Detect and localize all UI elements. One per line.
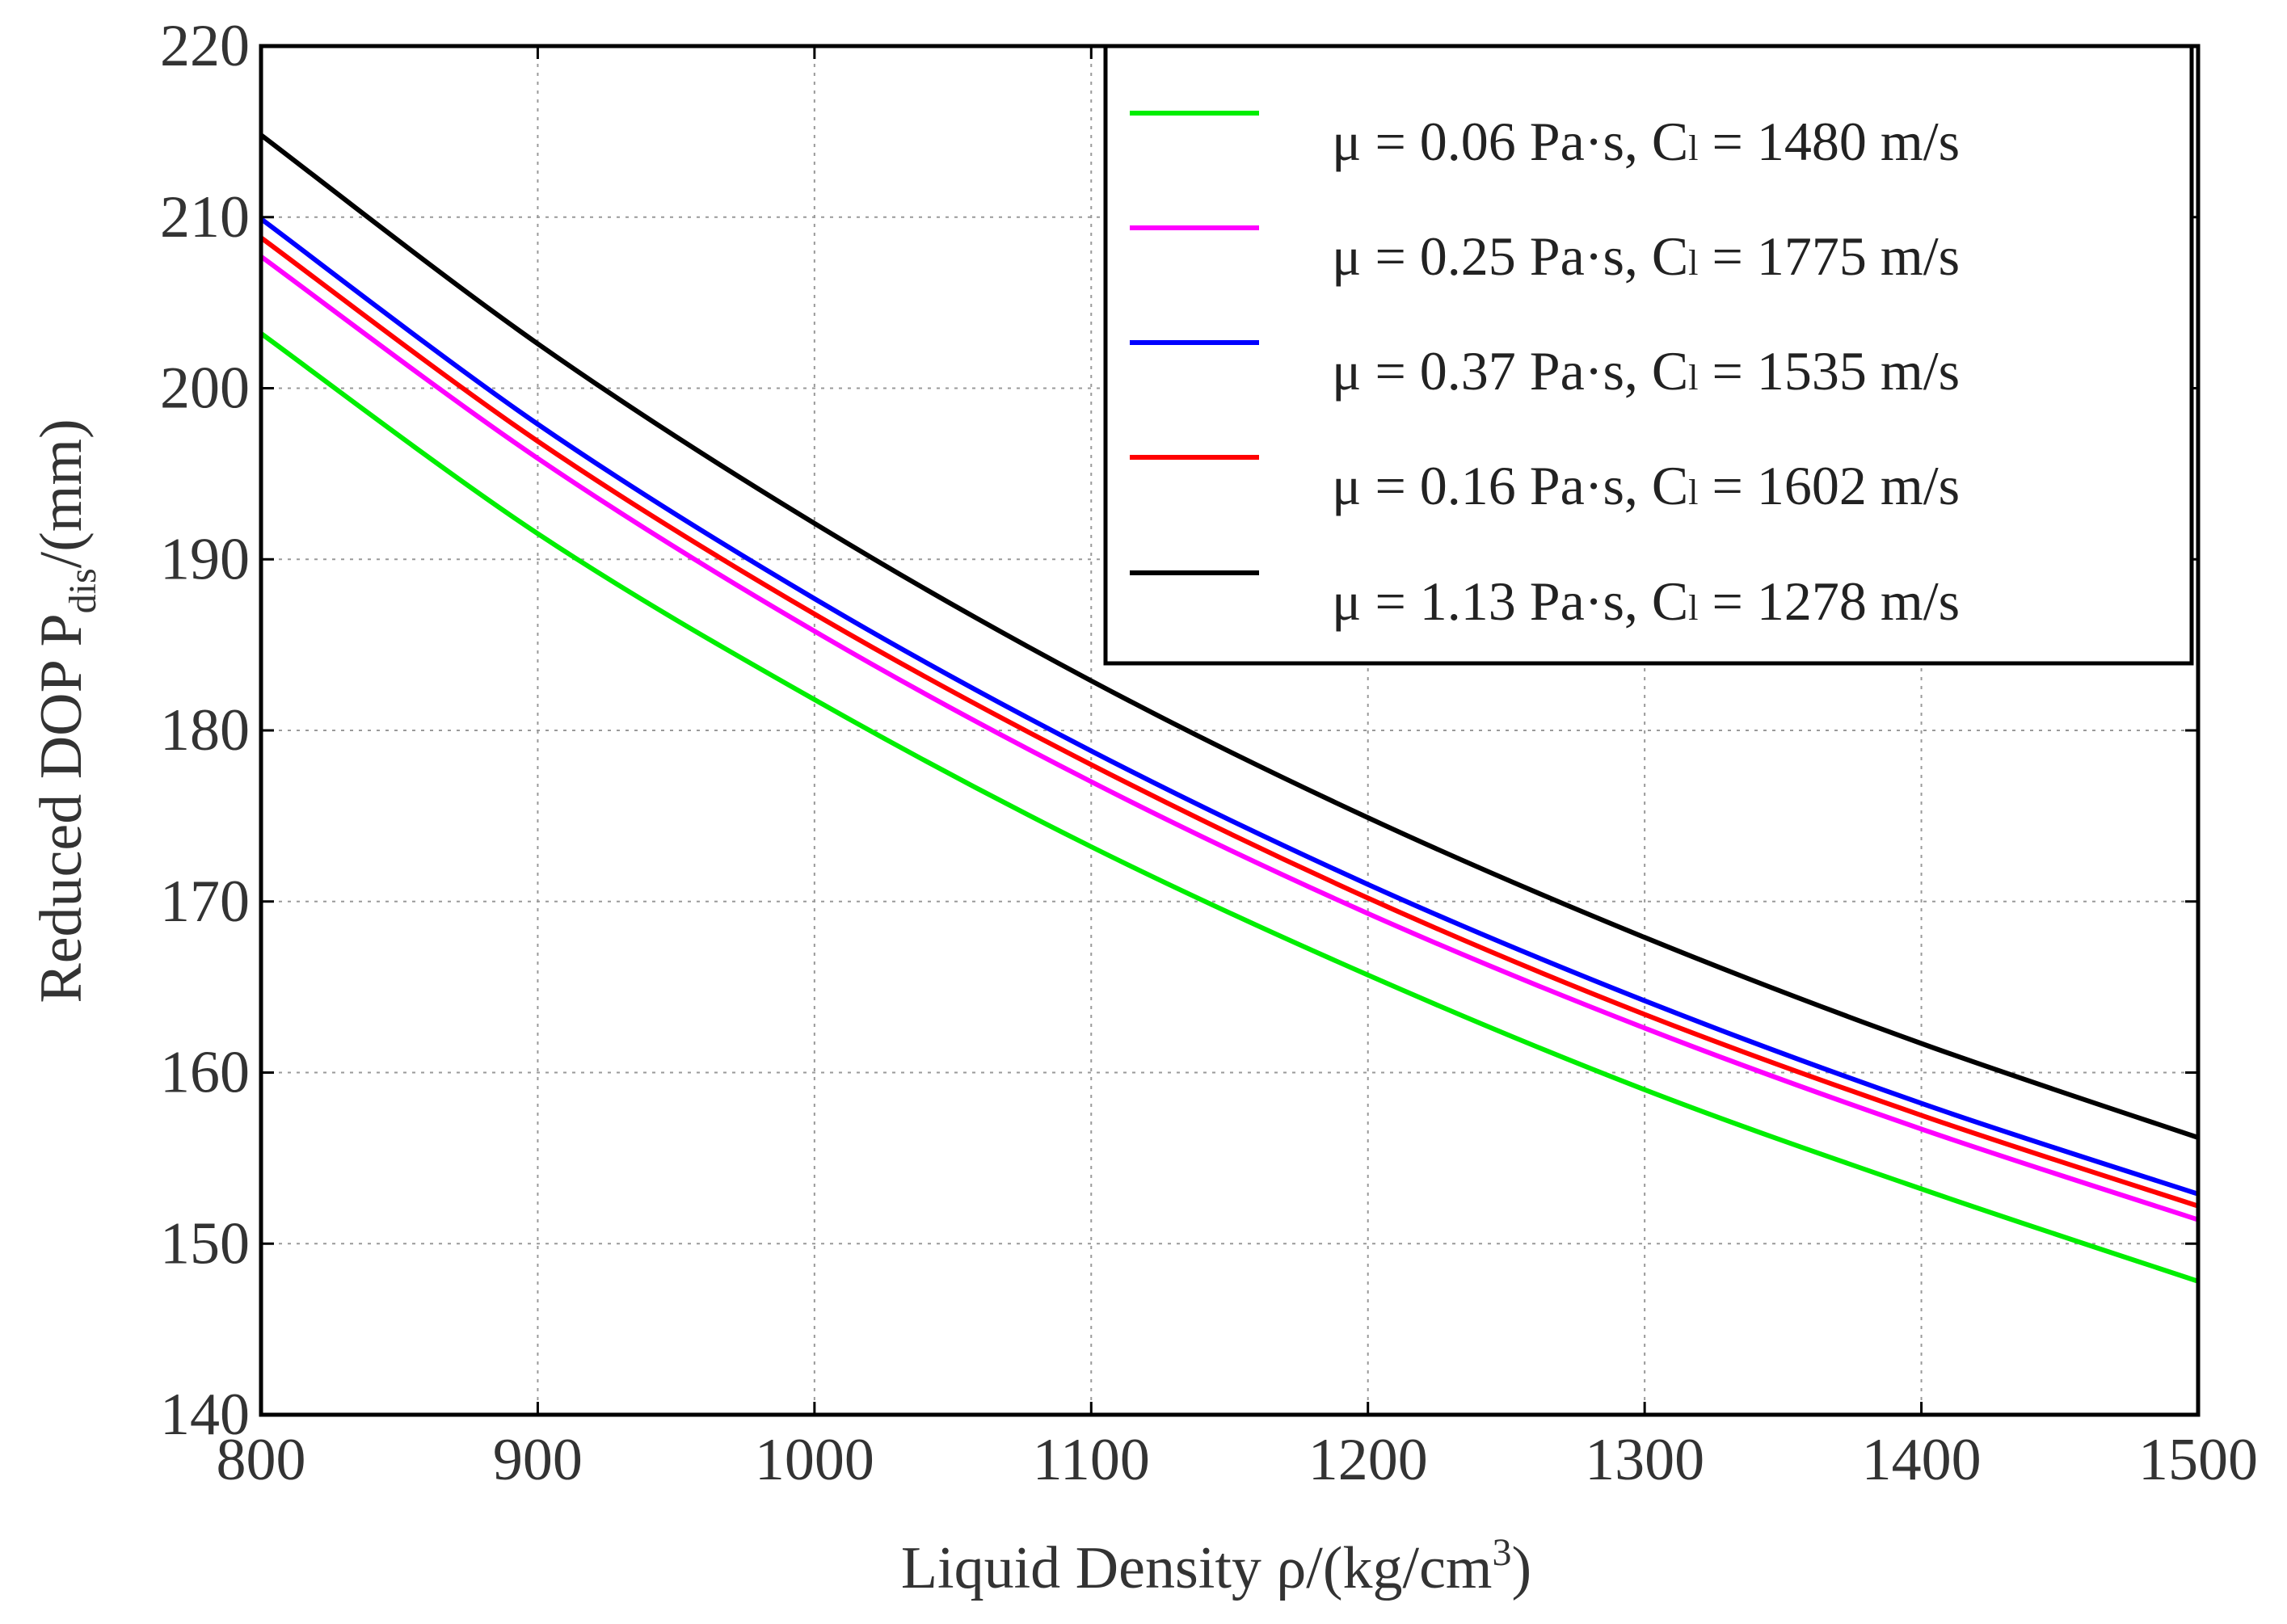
- legend-label-1: μ = 0.06 Pa·s, Cl = 1480 m/s: [1332, 111, 1960, 172]
- legend-label-5: μ = 1.13 Pa·s, Cl = 1278 m/s: [1332, 570, 1960, 632]
- y-tick-label: 160: [160, 1040, 250, 1106]
- y-tick-label: 180: [160, 697, 250, 764]
- y-tick-label: 210: [160, 184, 250, 250]
- x-tick-label: 1400: [1862, 1427, 1982, 1493]
- x-tick-label: 900: [493, 1427, 583, 1493]
- y-tick-label: 140: [160, 1382, 250, 1448]
- series-lines: [259, 133, 2199, 1284]
- x-tick-label: 1200: [1308, 1427, 1428, 1493]
- y-tick-label: 170: [160, 869, 250, 935]
- y-tick-label: 190: [160, 526, 250, 592]
- series-line-4: [259, 235, 2199, 1209]
- x-tick-label: 1300: [1585, 1427, 1704, 1493]
- series-line-2: [259, 255, 2199, 1222]
- legend-label-3: μ = 0.37 Pa·s, Cl = 1535 m/s: [1332, 340, 1960, 402]
- x-tick-label: 1500: [2138, 1427, 2258, 1493]
- y-tick-label: 200: [160, 356, 250, 422]
- x-axis-title: Liquid Density ρ/(kg/cm3): [901, 1531, 1531, 1601]
- legend: μ = 0.06 Pa·s, Cl = 1480 m/s μ = 0.25 Pa·…: [1103, 44, 2194, 666]
- legend-label-4: μ = 0.16 Pa·s, Cl = 1602 m/s: [1332, 455, 1960, 516]
- y-tick-label: 220: [160, 13, 250, 79]
- tick-labels: 800 900 1000 1100 1200 1300 1400 1500 140 150 160 1…: [160, 13, 2258, 1493]
- y-axis-title: Reduced DOP Pdis/(mm): [28, 419, 104, 1003]
- x-tick-label: 800: [217, 1427, 306, 1493]
- x-tick-label: 1000: [755, 1427, 874, 1493]
- y-tick-label: 150: [160, 1210, 250, 1277]
- series-line-5: [259, 133, 2199, 1140]
- x-tick-label: 1100: [1033, 1427, 1150, 1493]
- legend-items: μ = 0.06 Pa·s, Cl = 1480 m/s μ = 0.25 Pa·…: [1130, 111, 1960, 632]
- legend-label-2: μ = 0.25 Pa·s, Cl = 1775 m/s: [1332, 225, 1960, 287]
- series-line-1: [259, 331, 2199, 1284]
- series-line-3: [259, 217, 2199, 1197]
- legend-text-panel: [1275, 63, 2156, 637]
- grid: [261, 46, 2198, 1415]
